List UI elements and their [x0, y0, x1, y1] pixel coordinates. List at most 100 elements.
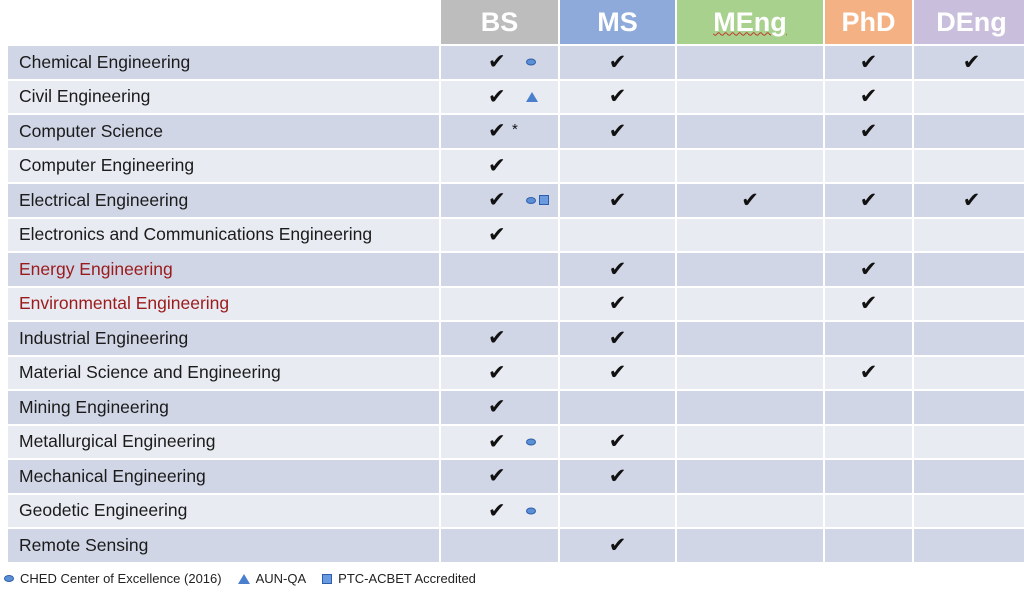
cell-meng — [677, 423, 823, 458]
program-name-text: Electrical Engineering — [19, 189, 189, 210]
accreditation-marks — [526, 58, 536, 66]
program-name-text: Industrial Engineering — [19, 327, 189, 348]
program-name: Electrical Engineering — [8, 182, 439, 217]
cell-bs — [441, 285, 558, 320]
cell-ms: ✔ — [560, 251, 675, 286]
column-header-deng: DEng — [914, 0, 1024, 44]
column-header-label: MS — [597, 6, 638, 37]
program-name-text: Metallurgical Engineering — [19, 431, 216, 452]
check-icon: ✔ — [488, 188, 506, 212]
program-name: Metallurgical Engineering — [8, 423, 439, 458]
oval-marker-icon — [4, 575, 14, 582]
program-name-text: Geodetic Engineering — [19, 500, 188, 521]
square-marker-icon — [539, 195, 549, 206]
cell-bs: ✔ — [441, 354, 558, 389]
accreditation-marks — [526, 438, 536, 446]
cell-deng — [914, 78, 1024, 113]
cell-meng — [677, 320, 823, 355]
oval-marker-icon — [526, 196, 536, 204]
program-name: Computer Engineering — [8, 147, 439, 182]
check-icon: ✔ — [608, 430, 627, 454]
program-name: Remote Sensing — [8, 527, 439, 562]
legend: CHED Center of Excellence (2016) AUN-QA PT… — [4, 571, 492, 586]
program-name: Geodetic Engineering — [8, 492, 439, 527]
cell-phd: ✔ — [825, 44, 912, 79]
triangle-marker-icon — [526, 91, 538, 102]
cell-meng — [677, 147, 823, 182]
cell-deng — [914, 113, 1024, 148]
degree-programs-table: BS MS MEng PhD DEng Chemical Engineering ✔ ✔ ✔ ✔ C… — [8, 0, 1024, 562]
cell-ms: ✔ — [560, 182, 675, 217]
cell-ms — [560, 216, 675, 251]
cell-phd: ✔ — [825, 251, 912, 286]
column-header-phd: PhD — [825, 0, 912, 44]
cell-deng — [914, 389, 1024, 424]
cell-bs: ✔ — [441, 458, 558, 493]
program-name: Material Science and Engineering — [8, 354, 439, 389]
column-header-label: MEng — [713, 6, 787, 37]
check-icon: ✔ — [488, 223, 506, 247]
cell-deng — [914, 147, 1024, 182]
program-name-text: Mining Engineering — [19, 396, 169, 417]
oval-marker-icon — [526, 58, 536, 66]
oval-marker-icon — [526, 438, 536, 446]
accreditation-marks — [526, 195, 549, 206]
check-icon: ✔ — [488, 119, 506, 143]
cell-phd — [825, 458, 912, 493]
program-name: Industrial Engineering — [8, 320, 439, 355]
program-name-text: Electronics and Communications Engineeri… — [19, 224, 373, 245]
cell-meng — [677, 251, 823, 286]
check-icon: ✔ — [859, 292, 878, 316]
program-name: Environmental Engineering — [8, 285, 439, 320]
program-name: Electronics and Communications Engineeri… — [8, 216, 439, 251]
check-icon: ✔ — [859, 85, 878, 109]
cell-bs: ✔ — [441, 44, 558, 79]
check-icon: ✔ — [859, 361, 878, 385]
cell-deng — [914, 492, 1024, 527]
cell-phd: ✔ — [825, 78, 912, 113]
legend-item: CHED Center of Excellence (2016) — [4, 571, 222, 586]
program-name-text: Environmental Engineering — [19, 293, 230, 314]
cell-bs: ✔ — [441, 182, 558, 217]
column-header-bs: BS — [441, 0, 558, 44]
legend-symbol — [4, 575, 14, 582]
cell-phd — [825, 320, 912, 355]
square-marker-icon — [322, 573, 333, 584]
cell-bs: ✔ — [441, 216, 558, 251]
cell-deng — [914, 320, 1024, 355]
program-name-text: Computer Science — [19, 120, 163, 141]
accreditation-marks — [526, 91, 538, 102]
cell-bs — [441, 527, 558, 562]
cell-bs: ✔ — [441, 492, 558, 527]
cell-ms — [560, 147, 675, 182]
check-icon: ✔ — [488, 464, 506, 488]
cell-phd — [825, 423, 912, 458]
program-name-text: Remote Sensing — [19, 534, 149, 555]
cell-deng — [914, 458, 1024, 493]
check-icon: ✔ — [488, 499, 506, 523]
program-name-text: Chemical Engineering — [19, 51, 191, 72]
cell-phd — [825, 389, 912, 424]
cell-ms — [560, 492, 675, 527]
program-name-text: Material Science and Engineering — [19, 362, 281, 383]
oval-marker-icon — [526, 507, 536, 515]
asterisk-note: * — [512, 121, 518, 138]
cell-ms: ✔ — [560, 527, 675, 562]
column-header-ms: MS — [560, 0, 675, 44]
program-name: Energy Engineering — [8, 251, 439, 286]
cell-ms: ✔ — [560, 423, 675, 458]
check-icon: ✔ — [488, 361, 506, 385]
check-icon: ✔ — [608, 188, 627, 212]
cell-ms: ✔ — [560, 78, 675, 113]
cell-deng — [914, 527, 1024, 562]
cell-ms: ✔ — [560, 354, 675, 389]
column-header-label: BS — [480, 6, 519, 37]
legend-label: PTC-ACBET Accredited — [338, 571, 476, 586]
check-icon: ✔ — [488, 154, 506, 178]
legend-symbol — [322, 573, 333, 584]
cell-phd: ✔ — [825, 354, 912, 389]
program-name-text: Computer Engineering — [19, 155, 195, 176]
cell-meng — [677, 78, 823, 113]
check-icon: ✔ — [962, 188, 981, 212]
legend-item: AUN-QA — [237, 571, 306, 586]
